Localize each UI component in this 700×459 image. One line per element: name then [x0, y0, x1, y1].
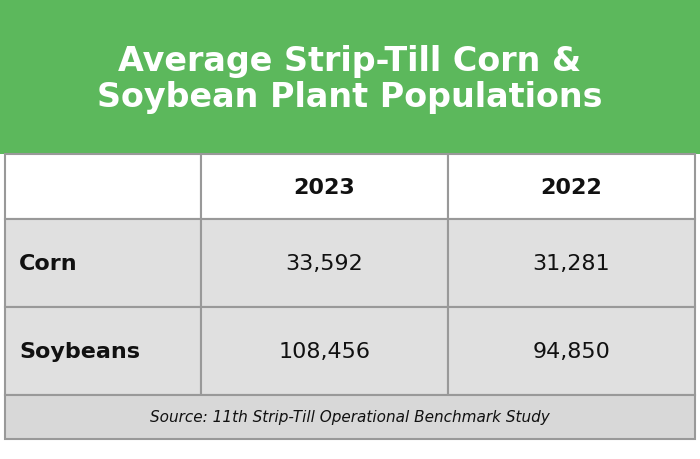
Bar: [5, 155, 201, 219]
Text: Soybeans: Soybeans: [19, 341, 140, 361]
Bar: [201, 308, 448, 395]
Bar: [5, 395, 695, 439]
Bar: [448, 155, 695, 219]
Bar: [5, 219, 201, 308]
Bar: [448, 308, 695, 395]
Text: Source: 11th Strip-Till Operational Benchmark Study: Source: 11th Strip-Till Operational Benc…: [150, 409, 550, 425]
Text: 94,850: 94,850: [533, 341, 610, 361]
Bar: [201, 219, 448, 308]
Text: 108,456: 108,456: [279, 341, 370, 361]
Text: 31,281: 31,281: [533, 253, 610, 274]
Text: 2022: 2022: [540, 177, 603, 197]
Text: Corn: Corn: [19, 253, 78, 274]
Bar: [448, 219, 695, 308]
Text: Average Strip-Till Corn &: Average Strip-Till Corn &: [118, 45, 582, 78]
Text: 33,592: 33,592: [286, 253, 363, 274]
Bar: [0, 0, 700, 155]
Bar: [5, 308, 201, 395]
Bar: [201, 155, 448, 219]
Text: 2023: 2023: [293, 177, 356, 197]
Text: Soybean Plant Populations: Soybean Plant Populations: [97, 81, 603, 114]
